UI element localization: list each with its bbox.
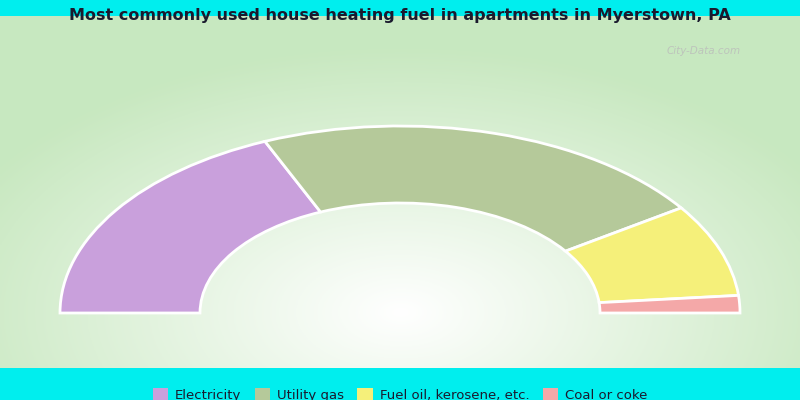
Wedge shape [60, 141, 321, 313]
Wedge shape [599, 296, 740, 313]
Text: Most commonly used house heating fuel in apartments in Myerstown, PA: Most commonly used house heating fuel in… [69, 8, 731, 22]
Wedge shape [566, 208, 738, 303]
Wedge shape [265, 126, 682, 251]
Legend: Electricity, Utility gas, Fuel oil, kerosene, etc., Coal or coke: Electricity, Utility gas, Fuel oil, kero… [147, 382, 653, 400]
Text: City-Data.com: City-Data.com [667, 46, 741, 56]
